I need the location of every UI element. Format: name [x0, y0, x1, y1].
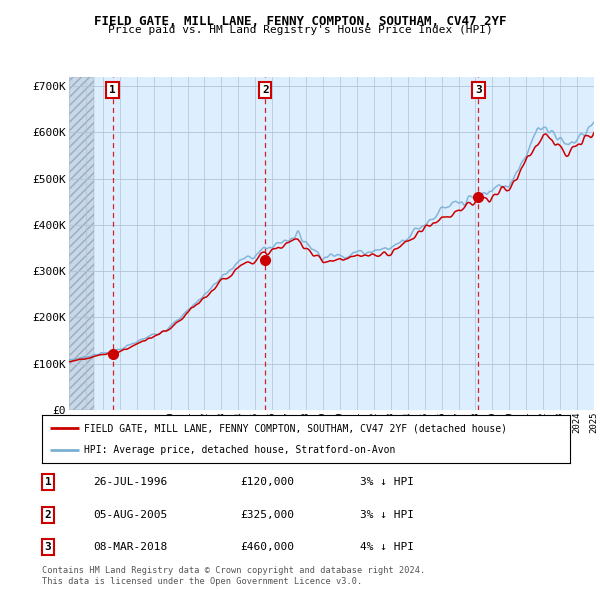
- Text: FIELD GATE, MILL LANE, FENNY COMPTON, SOUTHAM, CV47 2YF (detached house): FIELD GATE, MILL LANE, FENNY COMPTON, SO…: [84, 423, 507, 433]
- Text: 1: 1: [44, 477, 52, 487]
- Text: 3% ↓ HPI: 3% ↓ HPI: [360, 477, 414, 487]
- Text: 26-JUL-1996: 26-JUL-1996: [93, 477, 167, 487]
- Text: FIELD GATE, MILL LANE, FENNY COMPTON, SOUTHAM, CV47 2YF: FIELD GATE, MILL LANE, FENNY COMPTON, SO…: [94, 15, 506, 28]
- Text: £120,000: £120,000: [240, 477, 294, 487]
- Text: 05-AUG-2005: 05-AUG-2005: [93, 510, 167, 520]
- Bar: [69, 77, 94, 410]
- Text: £325,000: £325,000: [240, 510, 294, 520]
- Text: 2: 2: [262, 85, 269, 95]
- Text: 3: 3: [475, 85, 482, 95]
- Bar: [69, 77, 94, 410]
- Text: 2: 2: [44, 510, 52, 520]
- Text: £460,000: £460,000: [240, 542, 294, 552]
- Text: HPI: Average price, detached house, Stratford-on-Avon: HPI: Average price, detached house, Stra…: [84, 445, 395, 455]
- Text: 3: 3: [44, 542, 52, 552]
- Text: Price paid vs. HM Land Registry's House Price Index (HPI): Price paid vs. HM Land Registry's House …: [107, 25, 493, 35]
- Text: 4% ↓ HPI: 4% ↓ HPI: [360, 542, 414, 552]
- Text: 08-MAR-2018: 08-MAR-2018: [93, 542, 167, 552]
- Text: 3% ↓ HPI: 3% ↓ HPI: [360, 510, 414, 520]
- Text: 1: 1: [109, 85, 116, 95]
- Text: Contains HM Land Registry data © Crown copyright and database right 2024.
This d: Contains HM Land Registry data © Crown c…: [42, 566, 425, 586]
